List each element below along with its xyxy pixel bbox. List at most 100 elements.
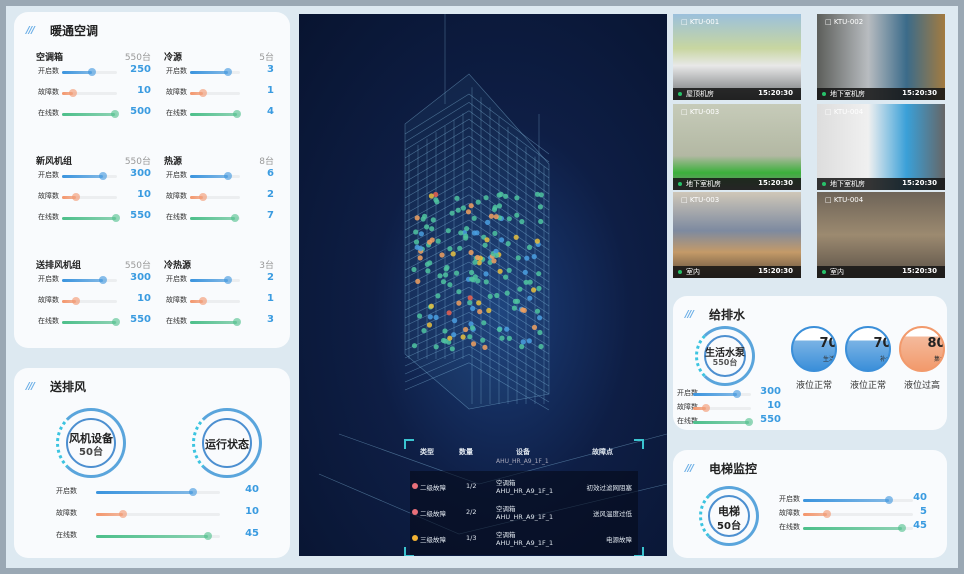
device-marker[interactable] [450, 251, 456, 257]
device-marker[interactable] [511, 305, 517, 311]
device-marker[interactable] [514, 195, 520, 201]
device-marker[interactable] [452, 318, 458, 324]
device-marker[interactable] [493, 248, 499, 254]
device-marker[interactable] [493, 214, 499, 220]
device-marker[interactable] [467, 300, 473, 306]
device-marker[interactable] [445, 228, 451, 234]
device-marker[interactable] [487, 259, 493, 265]
device-marker[interactable] [526, 338, 532, 344]
device-marker[interactable] [482, 242, 488, 248]
device-marker[interactable] [526, 244, 533, 250]
device-marker[interactable] [520, 339, 526, 345]
device-marker[interactable] [443, 266, 449, 272]
device-marker[interactable] [493, 252, 499, 258]
device-marker[interactable] [455, 207, 461, 213]
device-marker[interactable] [499, 335, 505, 341]
device-marker[interactable] [440, 279, 447, 285]
device-marker[interactable] [536, 271, 542, 277]
device-marker[interactable] [474, 254, 481, 261]
device-marker[interactable] [460, 334, 466, 340]
device-marker[interactable] [471, 230, 477, 236]
device-marker[interactable] [472, 259, 478, 265]
device-marker[interactable] [460, 205, 466, 211]
device-marker[interactable] [433, 191, 439, 198]
device-marker[interactable] [519, 344, 525, 350]
device-marker[interactable] [476, 260, 482, 266]
device-marker[interactable] [411, 343, 418, 349]
device-marker[interactable] [483, 195, 489, 201]
device-marker[interactable] [470, 305, 476, 312]
device-marker[interactable] [477, 309, 483, 315]
device-marker[interactable] [454, 195, 460, 201]
device-marker[interactable] [471, 215, 477, 221]
device-marker[interactable] [456, 289, 462, 295]
device-marker[interactable] [486, 307, 492, 314]
device-marker[interactable] [515, 255, 521, 261]
device-marker[interactable] [468, 249, 474, 256]
device-marker[interactable] [505, 241, 511, 247]
device-marker[interactable] [447, 246, 453, 252]
device-marker[interactable] [534, 308, 541, 314]
device-marker[interactable] [414, 244, 420, 250]
device-marker[interactable] [523, 279, 529, 285]
camera-feed[interactable]: □ KTU-003 地下室机房 15:20:30 [673, 104, 801, 190]
device-marker[interactable] [464, 226, 470, 232]
device-marker[interactable] [451, 332, 457, 338]
device-marker[interactable] [411, 266, 417, 273]
device-marker[interactable] [519, 219, 525, 225]
camera-feed[interactable]: □ KTU-003 室内 15:20:30 [673, 192, 801, 278]
device-marker[interactable] [514, 298, 521, 304]
device-marker[interactable] [485, 219, 491, 225]
device-marker[interactable] [447, 282, 453, 288]
camera-feed[interactable]: □ KTU-004 室内 15:20:30 [817, 192, 945, 278]
device-marker[interactable] [468, 321, 474, 327]
device-marker[interactable] [531, 287, 537, 293]
device-marker[interactable] [527, 295, 533, 301]
device-marker[interactable] [433, 197, 439, 203]
device-marker[interactable] [465, 209, 472, 215]
device-marker[interactable] [503, 274, 509, 280]
device-marker[interactable] [413, 239, 420, 245]
device-marker[interactable] [527, 279, 533, 285]
device-marker[interactable] [483, 271, 489, 277]
device-marker[interactable] [427, 314, 433, 320]
device-marker[interactable] [458, 230, 464, 236]
device-marker[interactable] [429, 226, 435, 232]
device-marker[interactable] [498, 191, 504, 197]
device-marker[interactable] [413, 229, 419, 235]
device-marker[interactable] [520, 307, 526, 313]
device-marker[interactable] [480, 337, 486, 343]
device-marker[interactable] [537, 315, 543, 321]
device-marker[interactable] [517, 286, 523, 292]
device-marker[interactable] [415, 278, 421, 284]
device-marker[interactable] [538, 192, 544, 198]
device-marker[interactable] [443, 272, 449, 278]
device-marker[interactable] [471, 341, 477, 347]
device-marker[interactable] [475, 199, 481, 205]
device-marker[interactable] [537, 204, 543, 210]
device-marker[interactable] [467, 295, 473, 301]
device-marker[interactable] [491, 206, 498, 212]
device-marker[interactable] [506, 267, 512, 273]
device-marker[interactable] [487, 293, 493, 299]
device-marker[interactable] [457, 245, 463, 251]
device-marker[interactable] [496, 203, 503, 209]
device-marker[interactable] [424, 261, 430, 267]
device-marker[interactable] [469, 269, 475, 276]
camera-feed[interactable]: □ KTU-002 地下室机房 15:20:30 [817, 14, 945, 100]
device-marker[interactable] [481, 320, 487, 326]
device-marker[interactable] [449, 346, 455, 352]
device-marker[interactable] [506, 335, 512, 341]
device-marker[interactable] [433, 344, 439, 350]
camera-feed[interactable]: □ KTU-004 地下室机房 15:20:30 [817, 104, 945, 190]
device-marker[interactable] [506, 216, 512, 222]
device-marker[interactable] [476, 300, 482, 306]
device-marker[interactable] [504, 290, 510, 296]
device-marker[interactable] [435, 293, 441, 299]
device-marker[interactable] [483, 279, 489, 285]
camera-feed[interactable]: □ KTU-001 屋顶机房 15:20:30 [673, 14, 801, 100]
device-marker[interactable] [538, 218, 544, 225]
device-marker[interactable] [456, 300, 462, 306]
device-marker[interactable] [463, 233, 469, 239]
device-marker[interactable] [538, 343, 544, 350]
